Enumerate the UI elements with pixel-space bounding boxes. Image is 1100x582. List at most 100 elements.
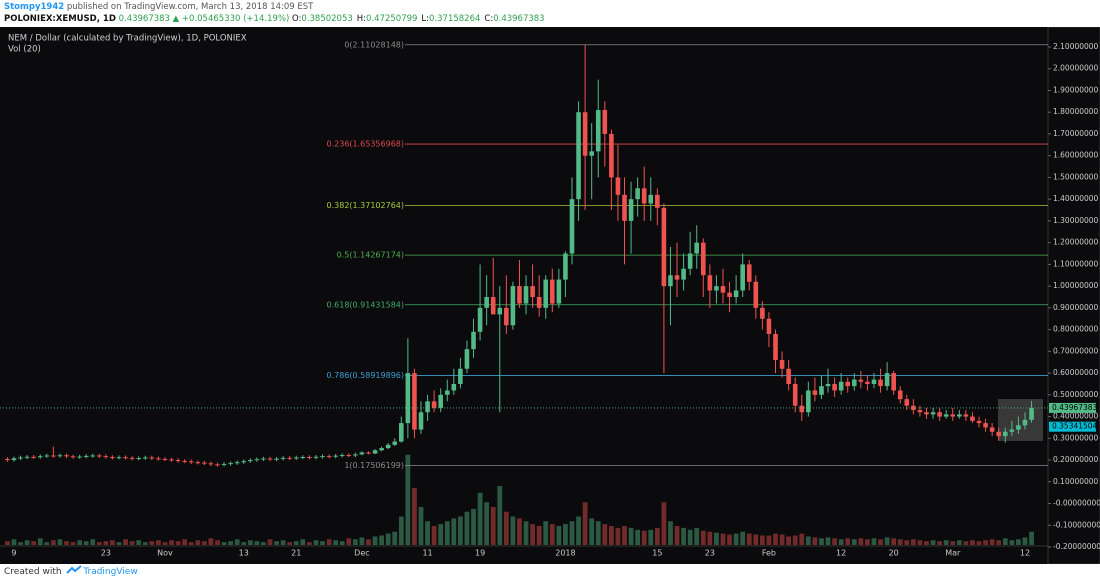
candle-body bbox=[90, 455, 96, 457]
candle-body bbox=[83, 455, 89, 457]
x-tick-label: Mar bbox=[945, 549, 961, 558]
volume-bar bbox=[779, 534, 785, 545]
volume-bar bbox=[878, 539, 883, 545]
candle-body bbox=[359, 452, 365, 455]
volume-bar bbox=[366, 539, 371, 545]
candle-body bbox=[766, 318, 772, 334]
ohlc-label: H: bbox=[356, 14, 367, 24]
candle-body bbox=[720, 286, 726, 293]
volume-bar bbox=[517, 518, 522, 545]
volume-bar bbox=[444, 521, 450, 545]
candle-body bbox=[700, 242, 706, 276]
candle-body bbox=[300, 456, 306, 458]
y-tick-label: 2.10000000 bbox=[1053, 42, 1099, 51]
volume-bar bbox=[1009, 540, 1015, 545]
volume-bar bbox=[746, 533, 752, 545]
candle-body bbox=[293, 457, 299, 459]
volume-bar bbox=[77, 540, 83, 545]
candle-body bbox=[983, 423, 988, 428]
candle-body bbox=[904, 399, 910, 406]
candle-body bbox=[970, 416, 975, 421]
y-tick-label: 0.90000000 bbox=[1053, 303, 1099, 312]
candle-body bbox=[812, 390, 818, 395]
volume-bar bbox=[123, 539, 128, 545]
volume-bar bbox=[110, 540, 115, 545]
volume-bar bbox=[96, 542, 102, 545]
volume-bar bbox=[313, 540, 319, 545]
volume-bar bbox=[865, 539, 870, 545]
candle-body bbox=[326, 456, 332, 458]
ohlc-label: O: bbox=[292, 14, 302, 24]
price: 0.43967383 bbox=[118, 14, 170, 24]
candle-body bbox=[930, 412, 936, 415]
candle-body bbox=[208, 463, 214, 465]
candle-body bbox=[589, 151, 594, 156]
y-tick-label: 1.30000000 bbox=[1053, 216, 1099, 225]
ohlc-value: 0.47250799 bbox=[366, 14, 418, 24]
candle-body bbox=[504, 307, 509, 326]
candle-body bbox=[602, 110, 608, 134]
candle-body bbox=[261, 458, 266, 460]
fib-label: 1(0.17506199) bbox=[344, 461, 404, 470]
volume-bar bbox=[641, 530, 647, 545]
candle-body bbox=[248, 460, 253, 462]
volume-bar bbox=[753, 534, 759, 545]
candle-body bbox=[103, 456, 109, 458]
candle-body bbox=[18, 457, 23, 459]
chart: -0.20000000 -0.10000000 -0.00000000 0.10000… bbox=[0, 27, 1100, 564]
volume-bar bbox=[622, 526, 627, 545]
volume-bar bbox=[24, 540, 30, 545]
volume-bar bbox=[799, 533, 805, 545]
footer-brand[interactable]: TradingView bbox=[83, 567, 138, 577]
y-tick-label: 0.30000000 bbox=[1053, 433, 1099, 442]
candle-body bbox=[963, 414, 969, 417]
volume-bar bbox=[727, 534, 732, 545]
plot: -0.20000000 -0.10000000 -0.00000000 0.10000… bbox=[0, 40, 1100, 558]
header: Stompy1942 published on TradingView.com,… bbox=[0, 0, 1100, 27]
candle-body bbox=[241, 461, 247, 463]
chart-title: NEM / Dollar (calculated by TradingView)… bbox=[8, 34, 247, 44]
volume-bar bbox=[162, 542, 168, 545]
author[interactable]: Stompy1942 bbox=[4, 2, 65, 12]
volume-bar bbox=[254, 541, 260, 545]
volume-bar bbox=[346, 538, 352, 545]
candle-body bbox=[339, 455, 345, 457]
volume-bar bbox=[838, 539, 844, 545]
candle-body bbox=[799, 405, 805, 413]
candle-body bbox=[1016, 425, 1021, 430]
volume-bar bbox=[5, 541, 10, 545]
volume-bar bbox=[326, 539, 332, 545]
x-tick-label: 13 bbox=[239, 549, 249, 558]
candle-body bbox=[11, 458, 17, 461]
candle-body bbox=[595, 110, 601, 152]
volume-bar bbox=[418, 507, 424, 545]
volume-bar bbox=[484, 502, 490, 545]
candle-body bbox=[267, 458, 273, 460]
fib-label: 0.382(1.37102764) bbox=[327, 201, 405, 210]
volume-bar bbox=[208, 538, 214, 545]
candle-body bbox=[37, 456, 43, 458]
arrow: ▲ bbox=[172, 14, 180, 24]
volume-bar bbox=[615, 527, 621, 545]
candle-body bbox=[320, 456, 325, 458]
volume-bar bbox=[996, 540, 1002, 545]
header-line: Stompy1942 published on TradingView.com,… bbox=[4, 0, 1100, 13]
fib-label: 0.618(0.91431584) bbox=[327, 300, 405, 309]
volume-bar bbox=[970, 540, 975, 545]
volume-bar bbox=[175, 541, 181, 545]
volume-bar bbox=[589, 518, 595, 545]
volume-bar bbox=[497, 486, 503, 545]
volume-bar bbox=[11, 539, 17, 545]
candle-body bbox=[576, 112, 581, 200]
candle-body bbox=[543, 279, 549, 308]
candle-body bbox=[976, 420, 982, 424]
volume-bar bbox=[293, 541, 299, 545]
volume-bar bbox=[556, 526, 562, 545]
y-tick-label: 0.40000000 bbox=[1053, 412, 1099, 421]
volume-bar bbox=[845, 538, 851, 545]
candle-body bbox=[287, 457, 292, 459]
candle-body bbox=[366, 452, 371, 454]
candle-body bbox=[510, 286, 516, 326]
volume-bar bbox=[720, 533, 726, 545]
volume-bar bbox=[457, 516, 463, 545]
